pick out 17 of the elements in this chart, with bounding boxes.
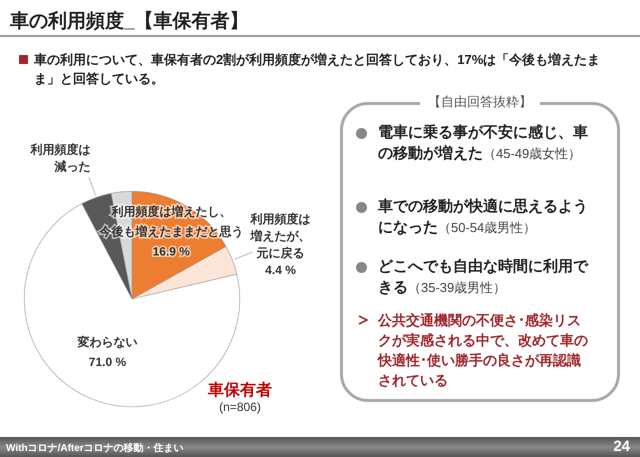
data-label: 16.9 % xyxy=(152,244,190,258)
text: （35-39歳男性） xyxy=(408,280,506,295)
text: （50-54歳男性） xyxy=(438,220,536,235)
text: （45-49歳女性） xyxy=(483,146,582,161)
text: 24 xyxy=(613,438,630,455)
slice-label: 変わらない xyxy=(76,335,138,350)
chart-subtitle: 車の利用について、車保有者の2割が利用頻度が増えたと回答しており、17%は「今後も増えたまま」と回答している。 xyxy=(34,51,602,88)
text: 車保有者 xyxy=(207,380,273,401)
data-label: 4.4 % xyxy=(265,262,296,277)
slice-label: 利用頻度は減った xyxy=(30,142,91,174)
data-label: 71.0 % xyxy=(88,355,126,370)
slice-label: 利用頻度は増えたが、元に戻る xyxy=(250,212,311,260)
text: 公共交通機関の不便さ･感染リスクが実感される中で、改めて車の快適性･使い勝手の良さが再認識されている xyxy=(378,311,589,390)
text: (n=806) xyxy=(218,400,262,414)
text: 【自由回答抜粋】 xyxy=(420,93,540,111)
chart-title: 車の利用頻度_【車保有者】 xyxy=(10,10,249,34)
text: Withコロナ/Afterコロナの移動・住まい xyxy=(6,442,184,455)
